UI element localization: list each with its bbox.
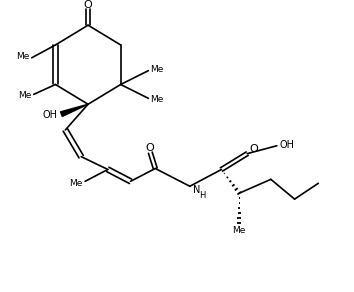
Text: OH: OH bbox=[280, 140, 295, 150]
Text: Me: Me bbox=[233, 226, 246, 235]
Text: Me: Me bbox=[150, 95, 164, 104]
Polygon shape bbox=[61, 104, 88, 117]
Text: OH: OH bbox=[42, 110, 57, 120]
Text: Me: Me bbox=[150, 65, 164, 74]
Text: Me: Me bbox=[16, 52, 30, 61]
Text: O: O bbox=[249, 144, 258, 154]
Text: O: O bbox=[84, 0, 92, 11]
Text: Me: Me bbox=[18, 91, 32, 100]
Text: Me: Me bbox=[69, 179, 82, 188]
Text: O: O bbox=[145, 143, 154, 153]
Text: N: N bbox=[193, 185, 200, 195]
Text: H: H bbox=[199, 191, 205, 200]
